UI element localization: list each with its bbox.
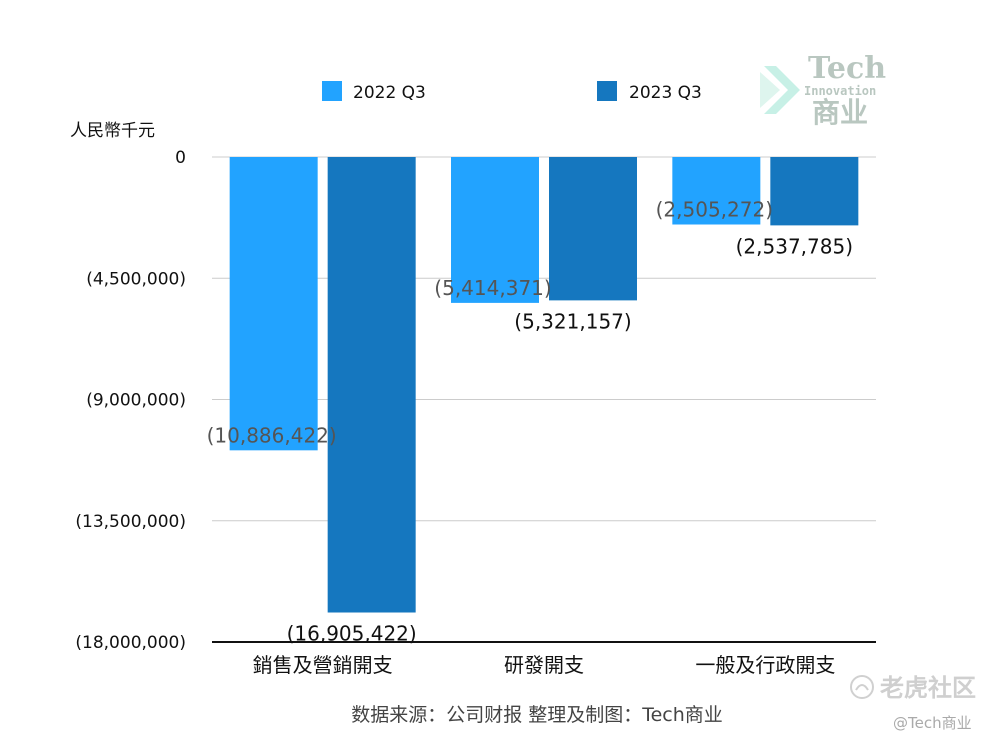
corner-watermark: 老虎社区 @Tech商业	[850, 674, 976, 732]
legend-swatch-2023-q3	[597, 81, 617, 101]
corner-handle: @Tech商业	[893, 714, 972, 732]
y-tick-label: 0	[175, 148, 186, 168]
bars	[229, 157, 859, 613]
data-label: (16,905,422)	[287, 622, 417, 646]
bar	[229, 157, 318, 451]
watermark-innovation: Innovation	[804, 84, 876, 98]
source-note: 数据来源：公司财报 整理及制图：Tech商业	[351, 704, 723, 726]
bar	[451, 157, 539, 303]
category-label: 一般及行政開支	[695, 653, 835, 677]
legend-label-2022-q3: 2022 Q3	[353, 83, 426, 103]
watermark-arrow-icon	[760, 66, 800, 114]
y-axis-unit-label: 人民幣千元	[70, 121, 155, 141]
legend-swatch-2022-q3	[322, 81, 342, 101]
watermark-tech: Tech	[808, 51, 886, 86]
data-label: (2,505,272)	[656, 198, 773, 222]
bar	[549, 157, 637, 301]
y-axis-ticks: 0 (4,500,000) (9,000,000) (13,500,000) (18,0…	[75, 148, 186, 653]
y-tick-label: (13,500,000)	[75, 512, 186, 532]
bar	[770, 157, 859, 226]
bar	[672, 157, 761, 225]
data-label: (5,321,157)	[514, 309, 631, 333]
y-tick-label: (9,000,000)	[86, 391, 186, 411]
data-label: (2,537,785)	[736, 234, 853, 258]
data-label: (5,414,371)	[434, 276, 551, 300]
legend-label-2023-q3: 2023 Q3	[629, 83, 702, 103]
category-label: 研發開支	[504, 653, 584, 677]
category-label: 銷售及營銷開支	[253, 653, 393, 677]
data-labels: (10,886,422) (16,905,422) (5,414,371) (5,32…	[207, 198, 853, 646]
y-tick-label: (4,500,000)	[86, 269, 186, 289]
corner-logo-text: 老虎社区	[880, 674, 976, 702]
tiger-logo-icon	[850, 675, 874, 699]
watermark-logo: Tech Innovation 商业	[760, 51, 886, 129]
category-labels: 銷售及營銷開支 研發開支 一般及行政開支	[253, 653, 836, 677]
y-tick-label: (18,000,000)	[75, 633, 186, 653]
bar	[327, 157, 416, 613]
data-label: (10,886,422)	[207, 423, 337, 447]
watermark-shangye: 商业	[812, 96, 868, 129]
legend: 2022 Q3 2023 Q3	[322, 81, 702, 103]
